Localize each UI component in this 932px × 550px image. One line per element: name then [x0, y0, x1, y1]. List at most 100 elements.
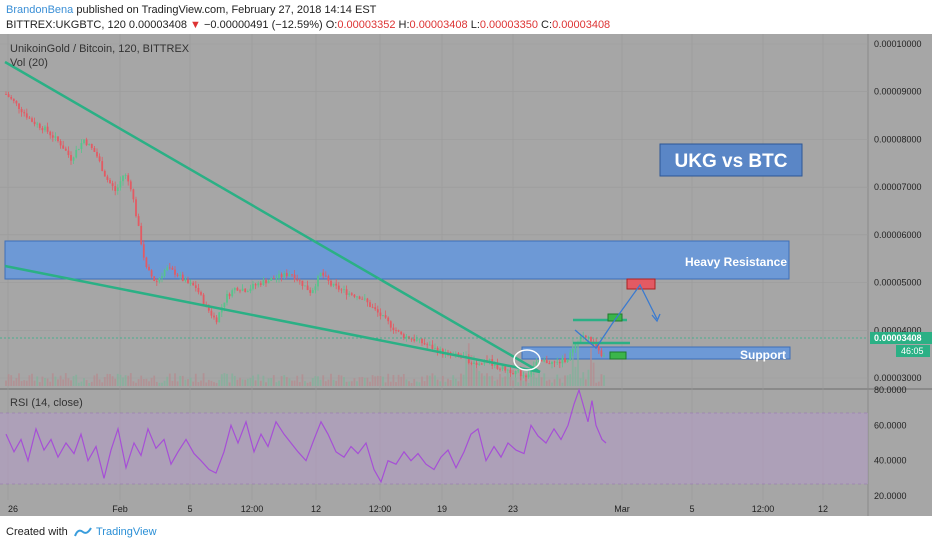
target-box-green-lower[interactable] [609, 351, 627, 360]
time-axis-label: 12:00 [369, 504, 392, 514]
candle-body [168, 267, 171, 269]
candle-body [324, 275, 327, 277]
candle-body [309, 290, 312, 293]
change-down-icon: ▼ [190, 19, 201, 31]
volume-bar [278, 380, 280, 386]
tradingview-brand-link[interactable]: TradingView [96, 526, 157, 538]
volume-bar [556, 374, 559, 386]
volume-bar [228, 382, 231, 386]
volume-bars [5, 338, 605, 386]
chart-area[interactable]: Heavy Resistance Support UKG vs BTC Unik… [0, 34, 932, 516]
volume-bar [379, 375, 382, 386]
candle-body [343, 289, 345, 291]
symbol-line: BITTREX:UKGBTC, 120 0.00003408 [6, 19, 191, 31]
candle-body [7, 94, 10, 98]
candle-body [137, 216, 140, 226]
volume-bar [384, 382, 387, 386]
candle-body [145, 257, 148, 267]
volume-bar [543, 373, 546, 386]
candle-body [265, 280, 267, 284]
target-box-green-upper[interactable] [607, 313, 623, 322]
candle-body [413, 339, 416, 341]
high-label: H: [395, 19, 410, 31]
symbol-info: BITTREX:UKGBTC, 120 0.00003408 ▼ −0.0000… [6, 18, 610, 32]
volume-bar [517, 382, 520, 386]
candle-body [306, 285, 309, 291]
volume-bar [171, 380, 174, 386]
candle-body [127, 175, 130, 182]
candle-body [70, 155, 72, 161]
volume-bar [5, 380, 7, 386]
rsi-axis-label: 20.0000 [874, 491, 907, 501]
candle-body [272, 278, 275, 279]
volume-bar [220, 374, 223, 386]
volume-bar [327, 379, 330, 386]
volume-bar [72, 376, 75, 386]
volume-bar [179, 375, 182, 386]
price-chart[interactable]: Heavy Resistance Support UKG vs BTC Unik… [0, 34, 932, 516]
breakout-circle[interactable] [513, 349, 541, 371]
candle-body [15, 100, 18, 104]
candle-body [353, 294, 356, 297]
volume-bar [350, 381, 353, 386]
candle-body [314, 286, 317, 291]
lower-trendline[interactable] [4, 264, 541, 374]
candle-body [480, 363, 483, 365]
price-axis[interactable]: 0.00010000 0.00009000 0.00008000 0.00007000… [874, 39, 922, 383]
current-price-value: 0.00003408 [874, 333, 922, 343]
volume-bar [553, 379, 556, 386]
heavy-resistance-zone[interactable] [4, 240, 790, 280]
candle-body [88, 143, 91, 146]
rsi-axis[interactable]: 80.0000 60.0000 40.0000 20.0000 [874, 385, 907, 501]
support-zone[interactable] [521, 346, 791, 360]
volume-bar [267, 378, 270, 386]
volume-bar [25, 380, 28, 386]
volume-bar [408, 381, 410, 386]
volume-bar [506, 373, 509, 386]
volume-bar [33, 380, 36, 386]
candle-body [283, 273, 286, 278]
candle-body [587, 336, 590, 338]
candle-body [135, 199, 137, 217]
candle-body [522, 375, 525, 377]
candle-body [129, 181, 132, 190]
candle-body [371, 306, 374, 308]
author-link[interactable]: BrandonBena [6, 4, 74, 16]
volume-bar [418, 382, 421, 386]
candle-body [421, 338, 423, 344]
candle-body [519, 370, 522, 377]
volume-bar [405, 379, 408, 386]
candle-body [77, 148, 80, 150]
time-axis-label: Feb [112, 504, 128, 514]
time-axis-label: 26 [8, 504, 18, 514]
candle-body [114, 186, 117, 192]
candle-body [158, 278, 161, 282]
open-label: O: [322, 19, 338, 31]
candle-body [270, 278, 273, 281]
volume-bar [46, 378, 49, 386]
volume-bar [153, 375, 156, 386]
time-axis[interactable]: 26 Feb 5 12:00 12 12:00 19 23 Mar 5 12:00 12 [8, 504, 828, 514]
candle-body [538, 360, 540, 362]
volume-bar [454, 378, 457, 386]
projection-path[interactable] [574, 283, 658, 349]
volume-bar [215, 382, 218, 386]
close-label: C: [538, 19, 553, 31]
candle-body [72, 157, 75, 161]
descending-trendline[interactable] [4, 60, 541, 374]
volume-bar [561, 382, 564, 386]
candle-body [207, 304, 210, 311]
candle-body [275, 278, 278, 279]
target-box-red[interactable] [626, 278, 656, 290]
volume-bar [98, 379, 101, 386]
candle-body [124, 175, 127, 177]
volume-bar [345, 381, 348, 386]
volume-bar [103, 376, 106, 386]
candle-body [327, 276, 330, 281]
countdown-value: 46:05 [901, 346, 924, 356]
volume-bar [527, 382, 530, 386]
candle-body [291, 274, 293, 276]
volume-bar [93, 375, 96, 386]
volume-bar [85, 380, 88, 386]
low-value: 0.00003350 [479, 19, 538, 31]
